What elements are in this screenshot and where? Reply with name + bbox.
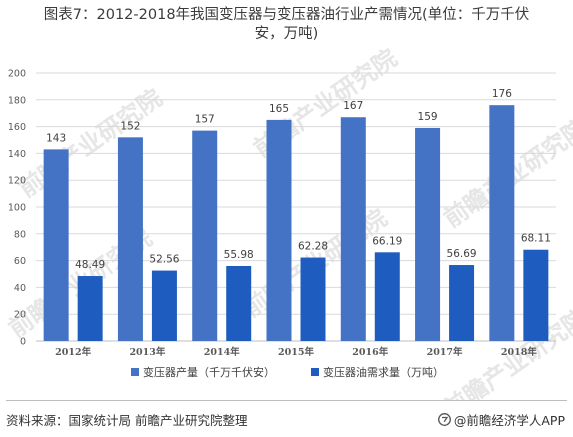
data-label: 66.19 <box>372 235 402 247</box>
footer-divider <box>6 400 567 401</box>
x-tick-label: 2016年 <box>352 346 388 358</box>
data-label: 143 <box>46 132 66 144</box>
y-tick-label: 180 <box>8 95 26 106</box>
bar-series-2-0 <box>77 276 103 341</box>
data-label: 176 <box>492 88 512 100</box>
source-note: 资料来源：国家统计局 前瞻产业研究院整理 <box>6 413 248 428</box>
x-tick-label: 2015年 <box>278 346 314 358</box>
x-tick-label: 2017年 <box>427 346 463 358</box>
bar-series-1-2 <box>192 130 218 341</box>
data-label: 165 <box>269 103 289 115</box>
y-tick-label: 60 <box>14 256 26 267</box>
y-tick-label: 100 <box>8 203 26 214</box>
bar-series-2-4 <box>374 252 400 341</box>
data-label: 52.56 <box>149 254 179 266</box>
y-tick-label: 200 <box>8 69 26 80</box>
y-tick-label: 40 <box>14 283 26 294</box>
data-label: 68.11 <box>521 233 551 245</box>
data-label: 56.69 <box>447 248 477 260</box>
bar-series-1-1 <box>117 137 143 341</box>
footer: 资料来源：国家统计局 前瞻产业研究院整理 @前瞻经济学人APP <box>0 400 573 437</box>
data-label: 48.49 <box>75 259 105 271</box>
data-label: 157 <box>195 114 215 126</box>
data-label: 152 <box>120 120 140 132</box>
data-label: 62.28 <box>298 241 328 253</box>
bar-series-2-2 <box>226 265 252 341</box>
y-tick-label: 140 <box>8 149 26 160</box>
bar-series-1-6 <box>489 105 515 341</box>
y-tick-label: 160 <box>8 122 26 133</box>
x-tick-label: 2013年 <box>129 346 165 358</box>
brand-credit: @前瞻经济学人APP <box>437 410 565 429</box>
bar-series-2-3 <box>300 257 326 341</box>
legend-label-2: 变压器油需求量（万吨） <box>323 365 444 379</box>
y-tick-label: 80 <box>14 229 26 240</box>
bar-series-1-0 <box>43 149 69 341</box>
legend-label-1: 变压器产量（千万千伏安） <box>143 365 275 379</box>
legend-swatch-1 <box>131 368 139 376</box>
x-tick-label: 2012年 <box>55 346 91 358</box>
y-tick-label: 20 <box>14 310 26 321</box>
bar-series-2-1 <box>151 270 177 341</box>
chart-title-line-2: 安，万吨) <box>254 26 319 42</box>
bar-chart: 前瞻产业研究院前瞻产业研究院前瞻产业研究院前瞻产业研究院前瞻产业研究院前瞻产业研… <box>4 44 573 400</box>
chart-title-line-1: 图表7：2012-2018年我国变压器与变压器油行业产需情况(单位：千万千伏 <box>43 7 530 23</box>
bar-series-2-6 <box>523 249 549 341</box>
y-tick-label: 0 <box>20 337 26 348</box>
y-tick-label: 120 <box>8 176 26 187</box>
data-label: 159 <box>418 111 438 123</box>
bar-series-1-5 <box>415 127 441 341</box>
data-label: 167 <box>343 100 363 112</box>
bar-series-1-3 <box>266 119 292 342</box>
brand-text: @前瞻经济学人APP <box>453 413 565 428</box>
watermark-text: 前瞻产业研究院 <box>14 84 168 203</box>
x-tick-label: 2014年 <box>204 346 240 358</box>
bar-series-1-4 <box>340 117 366 341</box>
brand-logo-icon <box>437 413 451 426</box>
bar-series-2-5 <box>449 265 475 341</box>
x-tick-label: 2018年 <box>501 346 537 358</box>
legend-swatch-2 <box>311 368 319 376</box>
chart-title: 图表7：2012-2018年我国变压器与变压器油行业产需情况(单位：千万千伏 安… <box>0 6 573 44</box>
data-label: 55.98 <box>224 249 254 261</box>
